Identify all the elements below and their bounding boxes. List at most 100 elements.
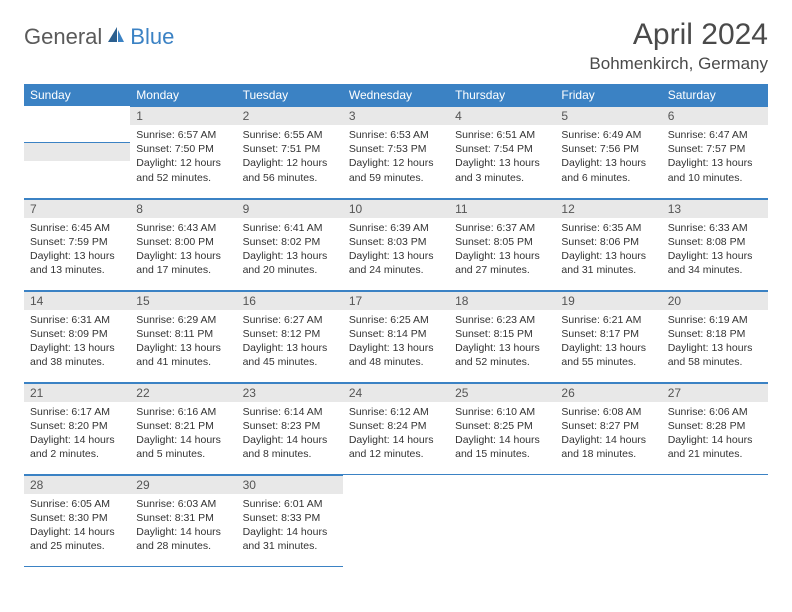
calendar-day-cell: 25Sunrise: 6:10 AMSunset: 8:25 PMDayligh…: [449, 382, 555, 474]
day-content: Sunrise: 6:53 AMSunset: 7:53 PMDaylight:…: [343, 125, 449, 188]
sunrise-text: Sunrise: 6:49 AM: [561, 128, 655, 142]
day-header-row: SundayMondayTuesdayWednesdayThursdayFrid…: [24, 84, 768, 106]
daylight-text-2: and 15 minutes.: [455, 447, 549, 461]
day-content: Sunrise: 6:39 AMSunset: 8:03 PMDaylight:…: [343, 218, 449, 281]
sunset-text: Sunset: 7:50 PM: [136, 142, 230, 156]
daylight-text-2: and 31 minutes.: [243, 539, 337, 553]
sunset-text: Sunset: 8:33 PM: [243, 511, 337, 525]
day-number: 10: [343, 199, 449, 218]
calendar-day-cell: 14Sunrise: 6:31 AMSunset: 8:09 PMDayligh…: [24, 290, 130, 382]
day-number: 23: [237, 383, 343, 402]
sunrise-text: Sunrise: 6:31 AM: [30, 313, 124, 327]
daylight-text-2: and 3 minutes.: [455, 171, 549, 185]
sunrise-text: Sunrise: 6:19 AM: [668, 313, 762, 327]
day-number: 6: [662, 106, 768, 125]
daylight-text-2: and 18 minutes.: [561, 447, 655, 461]
sunrise-text: Sunrise: 6:14 AM: [243, 405, 337, 419]
daylight-text-1: Daylight: 12 hours: [243, 156, 337, 170]
calendar-day-cell: 8Sunrise: 6:43 AMSunset: 8:00 PMDaylight…: [130, 198, 236, 290]
daylight-text-2: and 2 minutes.: [30, 447, 124, 461]
daylight-text-1: Daylight: 13 hours: [349, 249, 443, 263]
day-number: 4: [449, 106, 555, 125]
day-content: Sunrise: 6:12 AMSunset: 8:24 PMDaylight:…: [343, 402, 449, 465]
title-block: April 2024 Bohmenkirch, Germany: [589, 18, 768, 74]
daylight-text-1: Daylight: 13 hours: [136, 341, 230, 355]
daylight-text-1: Daylight: 14 hours: [561, 433, 655, 447]
day-content: Sunrise: 6:49 AMSunset: 7:56 PMDaylight:…: [555, 125, 661, 188]
sunset-text: Sunset: 7:57 PM: [668, 142, 762, 156]
empty-day-number: [24, 142, 130, 161]
calendar-day-cell: 3Sunrise: 6:53 AMSunset: 7:53 PMDaylight…: [343, 106, 449, 198]
day-number: 26: [555, 383, 661, 402]
day-number: 20: [662, 291, 768, 310]
daylight-text-2: and 21 minutes.: [668, 447, 762, 461]
daylight-text-1: Daylight: 14 hours: [30, 433, 124, 447]
day-content: Sunrise: 6:17 AMSunset: 8:20 PMDaylight:…: [24, 402, 130, 465]
calendar-week-row: 28Sunrise: 6:05 AMSunset: 8:30 PMDayligh…: [24, 474, 768, 566]
calendar-day-cell: 21Sunrise: 6:17 AMSunset: 8:20 PMDayligh…: [24, 382, 130, 474]
sunset-text: Sunset: 8:30 PM: [30, 511, 124, 525]
daylight-text-1: Daylight: 14 hours: [243, 525, 337, 539]
calendar-day-cell: 22Sunrise: 6:16 AMSunset: 8:21 PMDayligh…: [130, 382, 236, 474]
day-content: Sunrise: 6:31 AMSunset: 8:09 PMDaylight:…: [24, 310, 130, 373]
day-number: 11: [449, 199, 555, 218]
daylight-text-2: and 28 minutes.: [136, 539, 230, 553]
day-content: Sunrise: 6:16 AMSunset: 8:21 PMDaylight:…: [130, 402, 236, 465]
sunset-text: Sunset: 8:24 PM: [349, 419, 443, 433]
day-content: Sunrise: 6:37 AMSunset: 8:05 PMDaylight:…: [449, 218, 555, 281]
logo-text-general: General: [24, 24, 102, 50]
sunset-text: Sunset: 8:20 PM: [30, 419, 124, 433]
empty-day-cell: [662, 474, 768, 566]
daylight-text-2: and 59 minutes.: [349, 171, 443, 185]
day-number: 14: [24, 291, 130, 310]
sunrise-text: Sunrise: 6:25 AM: [349, 313, 443, 327]
daylight-text-2: and 24 minutes.: [349, 263, 443, 277]
calendar-day-cell: 29Sunrise: 6:03 AMSunset: 8:31 PMDayligh…: [130, 474, 236, 566]
daylight-text-1: Daylight: 13 hours: [455, 249, 549, 263]
daylight-text-2: and 55 minutes.: [561, 355, 655, 369]
calendar-day-cell: 26Sunrise: 6:08 AMSunset: 8:27 PMDayligh…: [555, 382, 661, 474]
day-content: Sunrise: 6:29 AMSunset: 8:11 PMDaylight:…: [130, 310, 236, 373]
sunset-text: Sunset: 8:17 PM: [561, 327, 655, 341]
calendar-day-cell: 24Sunrise: 6:12 AMSunset: 8:24 PMDayligh…: [343, 382, 449, 474]
sunrise-text: Sunrise: 6:23 AM: [455, 313, 549, 327]
day-header-thursday: Thursday: [449, 84, 555, 106]
sunset-text: Sunset: 7:56 PM: [561, 142, 655, 156]
daylight-text-1: Daylight: 13 hours: [455, 341, 549, 355]
day-number: 22: [130, 383, 236, 402]
calendar-day-cell: 15Sunrise: 6:29 AMSunset: 8:11 PMDayligh…: [130, 290, 236, 382]
sunrise-text: Sunrise: 6:41 AM: [243, 221, 337, 235]
daylight-text-1: Daylight: 14 hours: [136, 433, 230, 447]
day-content: Sunrise: 6:55 AMSunset: 7:51 PMDaylight:…: [237, 125, 343, 188]
sunrise-text: Sunrise: 6:08 AM: [561, 405, 655, 419]
sunrise-text: Sunrise: 6:33 AM: [668, 221, 762, 235]
sunrise-text: Sunrise: 6:57 AM: [136, 128, 230, 142]
sunrise-text: Sunrise: 6:39 AM: [349, 221, 443, 235]
sunrise-text: Sunrise: 6:27 AM: [243, 313, 337, 327]
empty-day-cell: [24, 106, 130, 198]
sunrise-text: Sunrise: 6:45 AM: [30, 221, 124, 235]
calendar-week-row: 1Sunrise: 6:57 AMSunset: 7:50 PMDaylight…: [24, 106, 768, 198]
daylight-text-2: and 41 minutes.: [136, 355, 230, 369]
calendar-day-cell: 13Sunrise: 6:33 AMSunset: 8:08 PMDayligh…: [662, 198, 768, 290]
day-number: 25: [449, 383, 555, 402]
sunrise-text: Sunrise: 6:12 AM: [349, 405, 443, 419]
daylight-text-1: Daylight: 14 hours: [455, 433, 549, 447]
day-content: Sunrise: 6:47 AMSunset: 7:57 PMDaylight:…: [662, 125, 768, 188]
daylight-text-1: Daylight: 13 hours: [561, 249, 655, 263]
day-number: 19: [555, 291, 661, 310]
day-header-sunday: Sunday: [24, 84, 130, 106]
sunset-text: Sunset: 8:02 PM: [243, 235, 337, 249]
day-number: 30: [237, 475, 343, 494]
daylight-text-1: Daylight: 12 hours: [136, 156, 230, 170]
day-content: Sunrise: 6:08 AMSunset: 8:27 PMDaylight:…: [555, 402, 661, 465]
sunset-text: Sunset: 8:06 PM: [561, 235, 655, 249]
calendar-day-cell: 16Sunrise: 6:27 AMSunset: 8:12 PMDayligh…: [237, 290, 343, 382]
day-content: Sunrise: 6:45 AMSunset: 7:59 PMDaylight:…: [24, 218, 130, 281]
day-content: Sunrise: 6:25 AMSunset: 8:14 PMDaylight:…: [343, 310, 449, 373]
daylight-text-1: Daylight: 13 hours: [243, 341, 337, 355]
day-number: 21: [24, 383, 130, 402]
day-content: Sunrise: 6:35 AMSunset: 8:06 PMDaylight:…: [555, 218, 661, 281]
daylight-text-2: and 48 minutes.: [349, 355, 443, 369]
sunset-text: Sunset: 8:00 PM: [136, 235, 230, 249]
